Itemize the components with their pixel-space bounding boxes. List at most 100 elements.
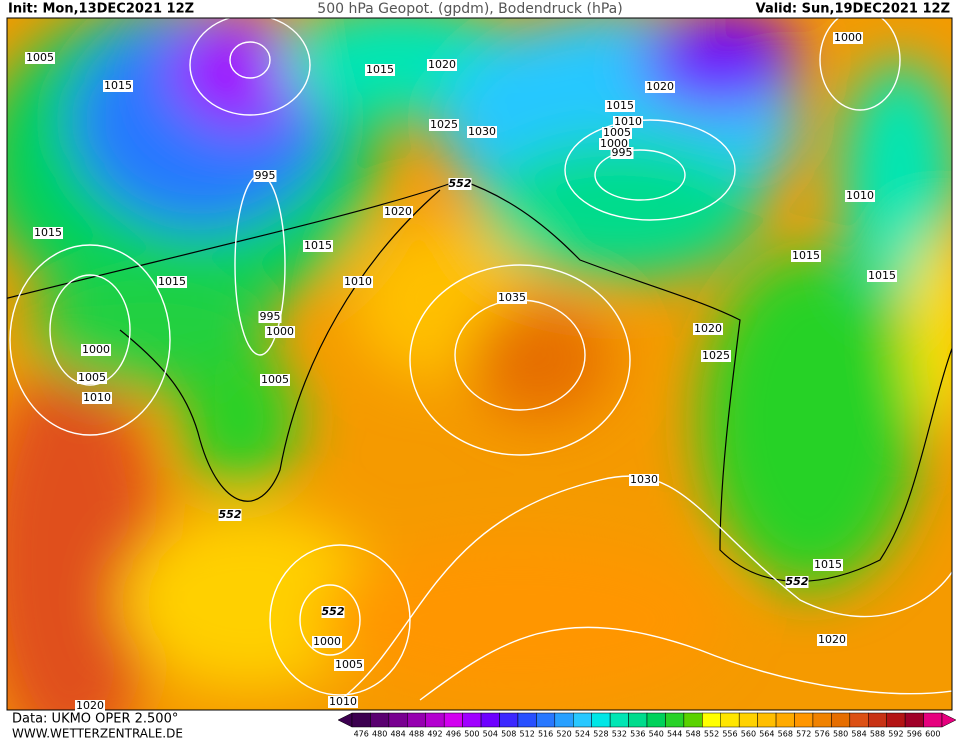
contour-label: 552 xyxy=(322,605,345,618)
colorbar-swatch xyxy=(443,712,463,728)
colorbar-arrow xyxy=(337,712,353,728)
colorbar-swatch xyxy=(499,712,519,728)
colorbar-label: 524 xyxy=(575,730,590,739)
colorbar-swatch xyxy=(646,712,666,728)
colorbar-swatch xyxy=(738,712,758,728)
colorbar-label: 500 xyxy=(464,730,479,739)
label-background xyxy=(321,606,345,618)
colorbar-label: 508 xyxy=(501,730,516,739)
contour-label: 1015 xyxy=(606,99,634,112)
colorbar-label: 520 xyxy=(556,730,571,739)
contour-label: 1015 xyxy=(792,249,820,262)
valid-time: Valid: Sun,19DEC2021 12Z xyxy=(756,2,950,17)
contour-label: 1000 xyxy=(600,137,628,150)
colorbar-swatch xyxy=(554,712,574,728)
colorbar-swatch xyxy=(351,712,371,728)
contour-label: 1015 xyxy=(104,79,132,92)
label-background xyxy=(81,344,111,356)
label-background xyxy=(833,32,863,44)
label-background xyxy=(253,170,277,182)
colorbar-label: 512 xyxy=(520,730,535,739)
colorbar-swatch xyxy=(462,712,482,728)
label-background xyxy=(77,372,107,384)
label-background xyxy=(497,292,527,304)
colorbar-label: 576 xyxy=(815,730,830,739)
label-background xyxy=(448,178,472,190)
contour-label: 1015 xyxy=(366,63,394,76)
label-background xyxy=(365,64,395,76)
contour-label: 1000 xyxy=(82,343,110,356)
contour-label: 1005 xyxy=(335,658,363,671)
colorbar-swatch xyxy=(812,712,832,728)
label-background xyxy=(343,276,373,288)
colorbar-swatch xyxy=(388,712,408,728)
contour-label: 1025 xyxy=(430,118,458,131)
contour-label: 1015 xyxy=(868,269,896,282)
label-background xyxy=(701,350,731,362)
colorbar-label: 596 xyxy=(907,730,922,739)
contour-label: 1010 xyxy=(344,275,372,288)
colorbar-swatch xyxy=(849,712,869,728)
contour-label: 995 xyxy=(612,146,633,159)
colorbar-label: 492 xyxy=(427,730,442,739)
label-background xyxy=(103,80,133,92)
colorbar-swatch xyxy=(665,712,685,728)
label-background xyxy=(258,311,282,323)
label-background xyxy=(157,276,187,288)
colorbar-swatch xyxy=(573,712,592,728)
contour-label: 1020 xyxy=(818,633,846,646)
contour-label: 1010 xyxy=(329,695,357,708)
colorbar-label: 496 xyxy=(446,730,461,739)
label-background xyxy=(613,116,643,128)
colorbar-swatch xyxy=(886,712,906,728)
label-background xyxy=(218,509,242,521)
colorbar-label: 592 xyxy=(888,730,903,739)
colorbar-label: 544 xyxy=(667,730,682,739)
isobars xyxy=(9,18,952,701)
colorbar-label: 588 xyxy=(870,730,885,739)
colorbar-label: 584 xyxy=(851,730,866,739)
contour-label: 1035 xyxy=(498,291,526,304)
label-background xyxy=(693,323,723,335)
contour-label: 1010 xyxy=(614,115,642,128)
colorbar-label: 568 xyxy=(778,730,793,739)
colorbar-label: 580 xyxy=(833,730,848,739)
contour-label: 1005 xyxy=(261,373,289,386)
contour-label: 1030 xyxy=(468,125,496,138)
map-frame xyxy=(6,17,953,711)
contour-label: 1020 xyxy=(384,205,412,218)
contour-label: 552 xyxy=(219,508,242,521)
colorbar-label: 556 xyxy=(722,730,737,739)
colorbar-swatch xyxy=(794,712,814,728)
contour-label: 1020 xyxy=(694,322,722,335)
colorbar-swatch xyxy=(904,712,924,728)
colorbar-label: 540 xyxy=(649,730,664,739)
label-background xyxy=(645,81,675,93)
label-background xyxy=(75,700,105,712)
colorbar-label: 484 xyxy=(390,730,405,739)
contour-label: 1020 xyxy=(646,80,674,93)
colorbar-label: 504 xyxy=(483,730,498,739)
label-background xyxy=(845,190,875,202)
colorbar-swatch xyxy=(831,712,851,728)
colorbar-swatch xyxy=(720,712,740,728)
contour-label: 995 xyxy=(255,169,276,182)
contour-label: 1020 xyxy=(76,699,104,712)
colorbar-label: 560 xyxy=(741,730,756,739)
label-background xyxy=(610,147,634,159)
contour-label: 1030 xyxy=(630,473,658,486)
colorbar-label: 572 xyxy=(796,730,811,739)
colorbar-label: 548 xyxy=(685,730,700,739)
colorbar-swatch xyxy=(370,712,390,728)
contour-label: 1015 xyxy=(304,239,332,252)
label-background xyxy=(867,270,897,282)
colorbar-swatch xyxy=(536,712,556,728)
label-background xyxy=(303,240,333,252)
colorbar-swatch xyxy=(425,712,445,728)
init-time: Init: Mon,13DEC2021 12Z xyxy=(8,2,194,17)
data-source: Data: UKMO OPER 2.500° xyxy=(12,712,178,727)
colorbar-swatch xyxy=(628,712,648,728)
label-background xyxy=(467,126,497,138)
